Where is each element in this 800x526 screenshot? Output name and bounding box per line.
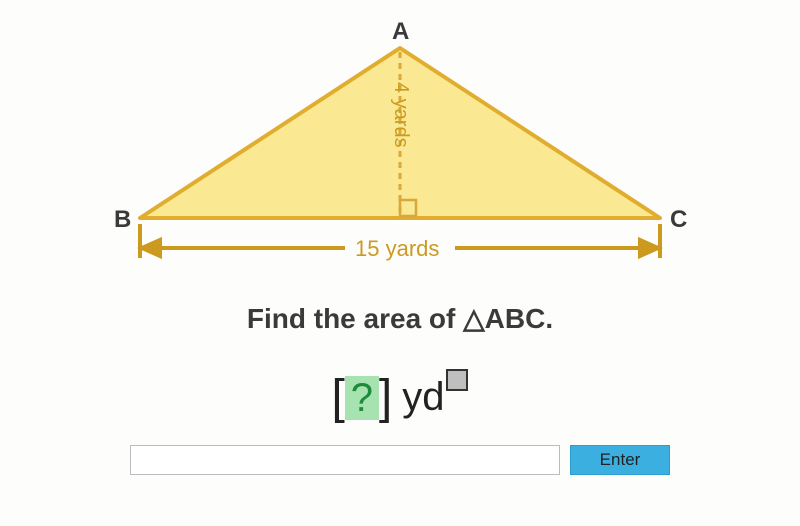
enter-button[interactable]: Enter — [570, 445, 670, 475]
question-text: Find the area of △ABC. — [0, 302, 800, 335]
exponent-placeholder-box — [446, 369, 468, 391]
answer-input[interactable] — [130, 445, 560, 475]
vertex-label-b: B — [114, 206, 131, 234]
vertex-label-a: A — [392, 18, 409, 46]
triangle-diagram: A B C 4 yards 15 yards — [0, 0, 800, 300]
answer-display: [?] yd — [0, 370, 800, 425]
answer-unit: yd — [402, 375, 444, 420]
base-label: 15 yards — [355, 236, 439, 262]
left-bracket: [ — [332, 370, 345, 425]
vertex-label-c: C — [670, 206, 687, 234]
input-row: Enter — [0, 445, 800, 475]
triangle-name: ABC — [485, 303, 546, 334]
right-bracket: ] — [379, 370, 392, 425]
question-suffix: . — [545, 303, 553, 334]
height-label: 4 yards — [389, 82, 412, 148]
answer-placeholder-box: ? — [345, 376, 379, 420]
triangle-symbol: △ — [463, 303, 485, 334]
question-prefix: Find the area of — [247, 303, 463, 334]
